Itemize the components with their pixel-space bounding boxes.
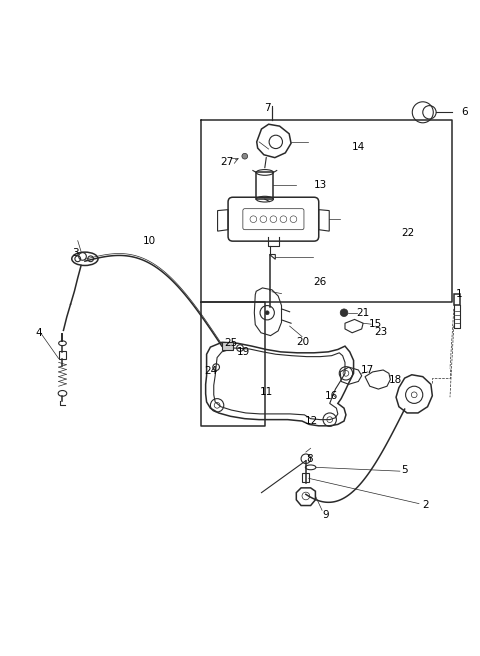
Text: 2: 2 [422,500,429,510]
Text: 23: 23 [374,327,388,337]
Text: 22: 22 [401,228,415,237]
Circle shape [242,154,248,159]
Bar [59,351,66,359]
Text: 24: 24 [205,366,218,376]
Text: 8: 8 [306,454,312,464]
Text: 12: 12 [305,416,318,426]
Bar [454,294,460,305]
Bar [256,173,274,199]
Text: 14: 14 [352,142,365,152]
Text: 18: 18 [388,375,402,386]
Text: 10: 10 [143,236,156,246]
Text: 4: 4 [36,328,42,338]
Text: 13: 13 [313,180,327,190]
Bar [222,342,233,350]
Text: 21: 21 [356,308,369,318]
Text: 27: 27 [220,157,234,167]
Text: 3: 3 [72,247,79,258]
Text: 26: 26 [313,277,327,287]
Text: 16: 16 [325,391,338,401]
Text: 6: 6 [461,108,468,117]
Text: 20: 20 [297,337,310,347]
Text: 1: 1 [456,289,463,298]
Text: 11: 11 [260,388,273,398]
Text: 9: 9 [323,510,329,520]
Text: 17: 17 [361,365,374,375]
Text: 15: 15 [369,319,382,329]
Circle shape [265,311,269,315]
Circle shape [340,309,348,317]
Bar [302,473,309,482]
Text: 7: 7 [264,104,271,113]
Text: 19: 19 [237,347,251,357]
Text: 25: 25 [224,338,237,348]
Text: 5: 5 [401,465,408,475]
